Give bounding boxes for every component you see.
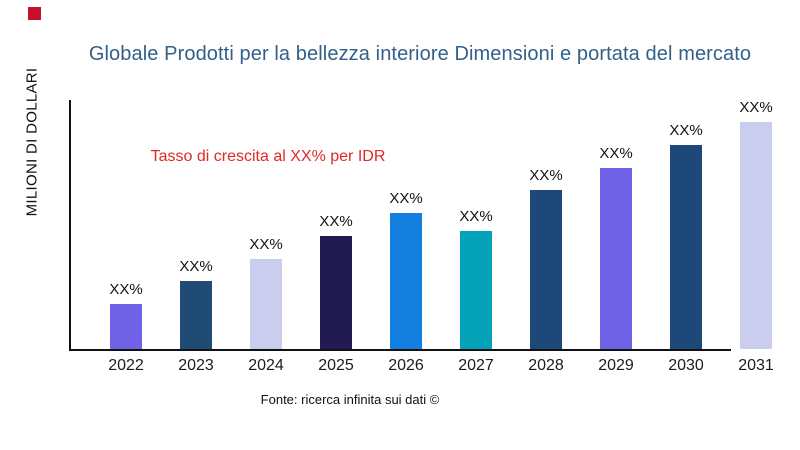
- chart-title: Globale Prodotti per la bellezza interio…: [88, 43, 752, 65]
- source-note: Fonte: ricerca infinita sui dati ©: [260, 392, 440, 407]
- bar-value-label-2029: XX%: [599, 145, 633, 162]
- y-axis-line: [69, 100, 71, 351]
- x-tick-label-2027: 2027: [458, 357, 494, 374]
- bar-value-label-2028: XX%: [529, 167, 563, 184]
- bar-value-label-2030: XX%: [669, 122, 703, 139]
- bar-2025: [320, 236, 352, 349]
- bar-value-label-2026: XX%: [389, 190, 423, 207]
- bar-value-label-2023: XX%: [179, 258, 213, 275]
- y-axis-title: MILIONI DI DOLLARI: [23, 67, 41, 217]
- bar-2023: [180, 281, 212, 349]
- bar-2027: [460, 231, 492, 349]
- bar-value-label-2024: XX%: [249, 236, 283, 253]
- x-tick-label-2024: 2024: [248, 357, 284, 374]
- bar-value-label-2022: XX%: [109, 281, 143, 298]
- bar-2031: [740, 122, 772, 349]
- x-tick-label-2025: 2025: [318, 357, 354, 374]
- x-tick-label-2030: 2030: [668, 357, 704, 374]
- brand-mark-square: [28, 7, 41, 20]
- bar-value-label-2031: XX%: [739, 99, 773, 116]
- bar-2022: [110, 304, 142, 349]
- x-axis-line: [69, 349, 731, 351]
- bar-2024: [250, 259, 282, 349]
- bar-2028: [530, 190, 562, 349]
- x-tick-label-2026: 2026: [388, 357, 424, 374]
- x-tick-label-2029: 2029: [598, 357, 634, 374]
- bar-2026: [390, 213, 422, 349]
- x-tick-label-2028: 2028: [528, 357, 564, 374]
- bar-value-label-2027: XX%: [459, 208, 493, 225]
- x-tick-label-2031: 2031: [738, 357, 774, 374]
- x-tick-label-2022: 2022: [108, 357, 144, 374]
- bar-2030: [670, 145, 702, 349]
- growth-rate-annotation: Tasso di crescita al XX% per IDR: [150, 148, 386, 165]
- x-tick-label-2023: 2023: [178, 357, 214, 374]
- bar-2029: [600, 168, 632, 349]
- bar-value-label-2025: XX%: [319, 213, 353, 230]
